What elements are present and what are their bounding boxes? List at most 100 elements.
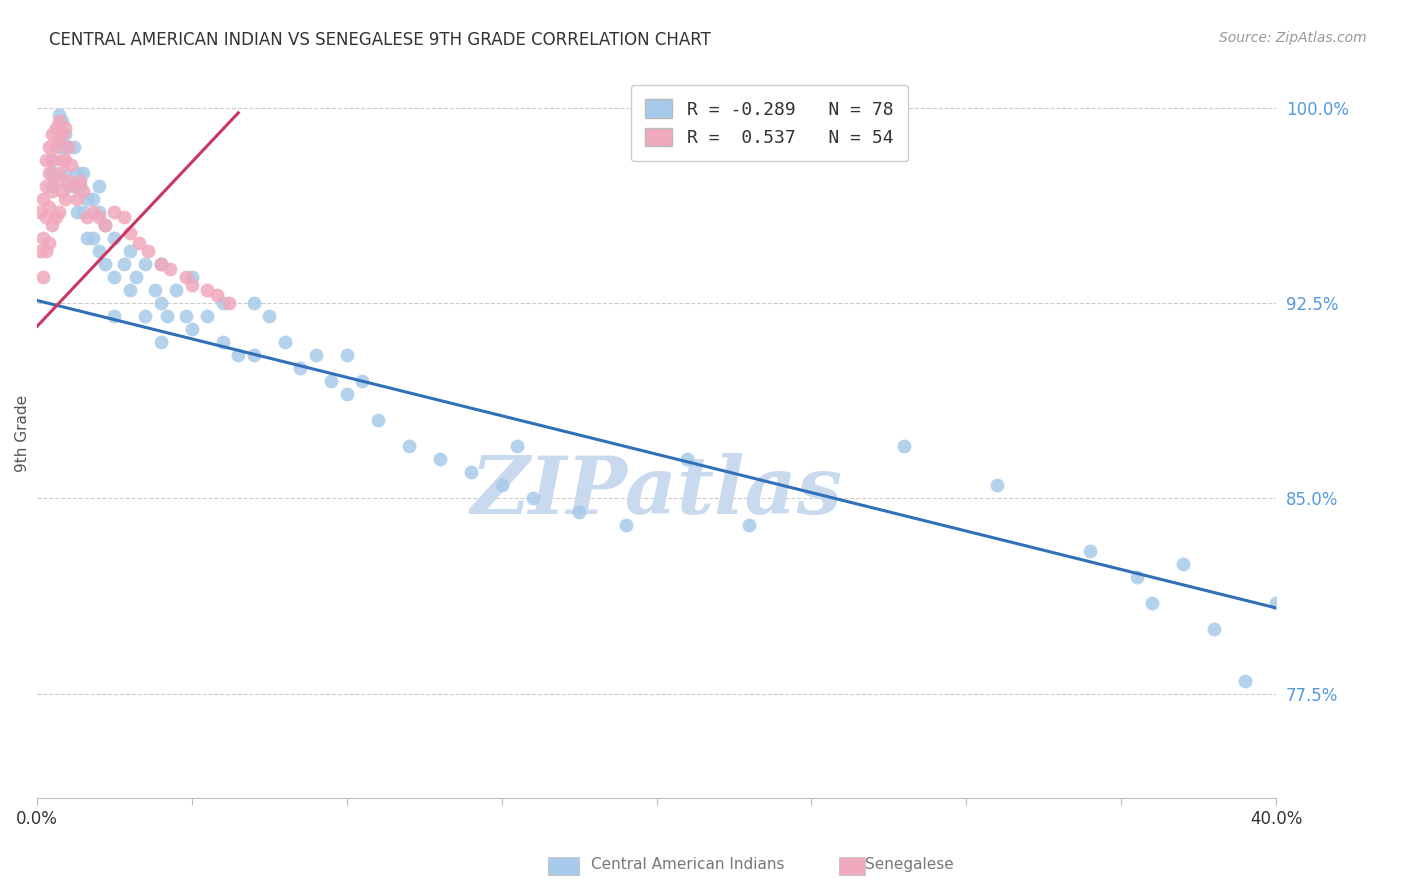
Point [165, 283, 187, 297]
Point [243, 348, 266, 362]
Point [174, 270, 197, 285]
Point [41, 153, 63, 167]
Point [336, 348, 359, 362]
Point [72, 184, 94, 198]
Point [94, 257, 117, 271]
Text: ZIPatlas: ZIPatlas [471, 453, 842, 531]
Point [226, 348, 249, 362]
Point [180, 277, 202, 292]
Point [41, 127, 63, 141]
Point [63, 178, 86, 193]
Point [41, 166, 63, 180]
Point [51, 184, 73, 198]
Point [112, 257, 135, 271]
Point [156, 309, 179, 323]
Point [66, 204, 89, 219]
Point [87, 178, 110, 193]
Point [134, 257, 156, 271]
Point [211, 296, 233, 310]
Point [66, 192, 89, 206]
Point [429, 452, 451, 467]
Y-axis label: 9th Grade: 9th Grade [15, 395, 30, 472]
Point [243, 296, 266, 310]
Point [491, 478, 513, 492]
Point [48, 132, 70, 146]
Point [38, 139, 60, 153]
Point [125, 270, 148, 285]
Point [76, 210, 98, 224]
Point [41, 218, 63, 232]
Point [94, 218, 117, 232]
Point [66, 166, 89, 180]
Point [1173, 557, 1195, 571]
Point [32, 231, 55, 245]
Point [72, 166, 94, 180]
Point [28, 244, 51, 258]
Point [38, 166, 60, 180]
Text: Source: ZipAtlas.com: Source: ZipAtlas.com [1219, 31, 1367, 45]
Point [205, 288, 228, 302]
Point [48, 166, 70, 180]
Point [1234, 673, 1257, 688]
Point [94, 218, 117, 232]
Point [103, 204, 125, 219]
Point [38, 200, 60, 214]
Point [87, 204, 110, 219]
Point [218, 296, 240, 310]
Point [44, 121, 66, 136]
Point [56, 139, 79, 153]
Point [506, 439, 529, 453]
Point [56, 178, 79, 193]
Point [44, 173, 66, 187]
Point [41, 178, 63, 193]
Point [738, 517, 761, 532]
Point [149, 257, 172, 271]
Point [112, 210, 135, 224]
Point [82, 204, 104, 219]
Point [72, 204, 94, 219]
Point [180, 322, 202, 336]
Point [134, 309, 156, 323]
Point [305, 348, 328, 362]
Point [1140, 596, 1163, 610]
Point [1265, 596, 1288, 610]
Point [195, 283, 218, 297]
Point [259, 309, 281, 323]
Point [53, 127, 76, 141]
Point [103, 270, 125, 285]
Point [1078, 543, 1101, 558]
Point [53, 192, 76, 206]
Point [614, 517, 637, 532]
Point [118, 226, 141, 240]
Point [51, 139, 73, 153]
Point [41, 153, 63, 167]
Point [211, 335, 233, 350]
Point [63, 178, 86, 193]
Point [103, 309, 125, 323]
Point [76, 231, 98, 245]
Point [128, 236, 150, 251]
Point [69, 178, 91, 193]
Point [195, 309, 218, 323]
Point [48, 113, 70, 128]
Point [103, 231, 125, 245]
Point [87, 244, 110, 258]
Point [35, 153, 58, 167]
Point [159, 262, 181, 277]
Point [32, 270, 55, 285]
Point [290, 361, 312, 376]
Point [367, 413, 389, 427]
Point [82, 192, 104, 206]
Point [274, 335, 297, 350]
Legend: R = -0.289   N = 78, R =  0.537   N = 54: R = -0.289 N = 78, R = 0.537 N = 54 [631, 85, 908, 161]
Point [44, 210, 66, 224]
Point [38, 236, 60, 251]
Point [143, 283, 166, 297]
Point [35, 210, 58, 224]
Point [1125, 569, 1147, 583]
Point [41, 184, 63, 198]
Point [51, 113, 73, 128]
Point [32, 192, 55, 206]
Point [118, 283, 141, 297]
Point [460, 466, 482, 480]
